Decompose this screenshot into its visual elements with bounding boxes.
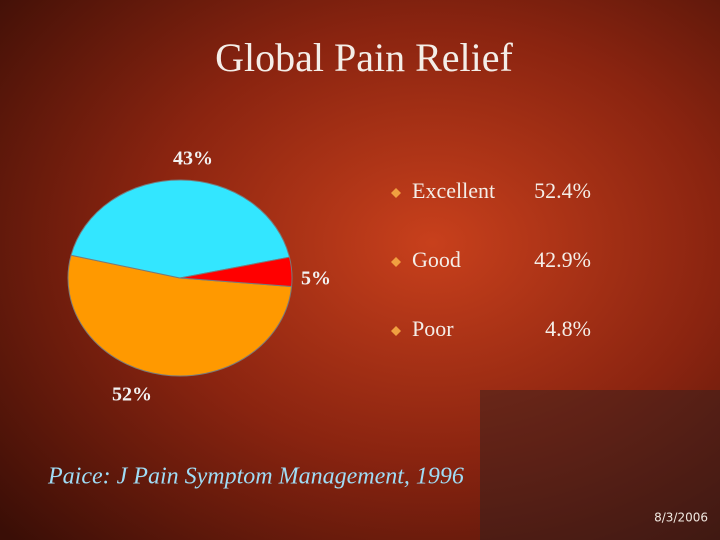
legend-category: Excellent xyxy=(412,178,495,203)
legend-bullet xyxy=(391,326,401,336)
citation: Paice: J Pain Symptom Management, 1996 xyxy=(47,464,464,490)
slice-label: 5% xyxy=(301,268,331,290)
date: 8/3/2006 xyxy=(654,511,708,525)
slide-title: Global Pain Relief xyxy=(215,35,513,80)
slice-label: 52% xyxy=(112,384,152,406)
legend-value: 4.8% xyxy=(545,316,591,341)
legend-value: 42.9% xyxy=(534,247,591,272)
legend-bullet xyxy=(391,257,401,267)
legend-category: Poor xyxy=(412,316,454,341)
pie-slice xyxy=(67,254,293,377)
legend-value: 52.4% xyxy=(534,178,591,203)
background-shade xyxy=(480,390,720,540)
pie-slice xyxy=(70,179,291,279)
slice-label: 43% xyxy=(173,148,213,170)
pie-slice xyxy=(179,256,293,288)
legend-bullet xyxy=(391,188,401,198)
legend-category: Good xyxy=(412,247,461,272)
